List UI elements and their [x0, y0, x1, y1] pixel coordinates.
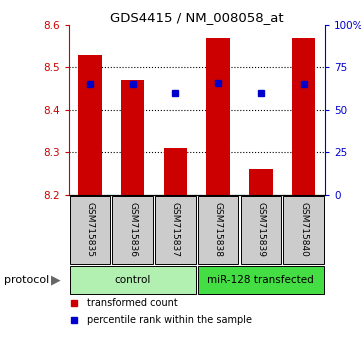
Bar: [206, 38, 230, 195]
Text: ▶: ▶: [51, 273, 61, 286]
Bar: [155, 196, 196, 264]
Text: control: control: [114, 275, 151, 285]
Text: GSM715837: GSM715837: [171, 202, 180, 257]
Text: protocol: protocol: [4, 275, 49, 285]
Text: GSM715836: GSM715836: [128, 202, 137, 257]
Text: GSM715835: GSM715835: [86, 202, 95, 257]
Bar: [198, 266, 324, 294]
Text: GSM715838: GSM715838: [214, 202, 223, 257]
Bar: [198, 196, 238, 264]
Bar: [249, 169, 273, 195]
Text: GSM715840: GSM715840: [299, 202, 308, 257]
Text: percentile rank within the sample: percentile rank within the sample: [87, 315, 252, 325]
Bar: [70, 266, 196, 294]
Bar: [164, 148, 187, 195]
Bar: [112, 196, 153, 264]
Title: GDS4415 / NM_008058_at: GDS4415 / NM_008058_at: [110, 11, 283, 24]
Bar: [283, 196, 324, 264]
Bar: [121, 80, 144, 195]
Text: GSM715839: GSM715839: [256, 202, 265, 257]
Bar: [240, 196, 281, 264]
Bar: [78, 55, 102, 195]
Text: transformed count: transformed count: [87, 298, 177, 308]
Bar: [70, 196, 110, 264]
Text: miR-128 transfected: miR-128 transfected: [208, 275, 314, 285]
Bar: [292, 38, 315, 195]
